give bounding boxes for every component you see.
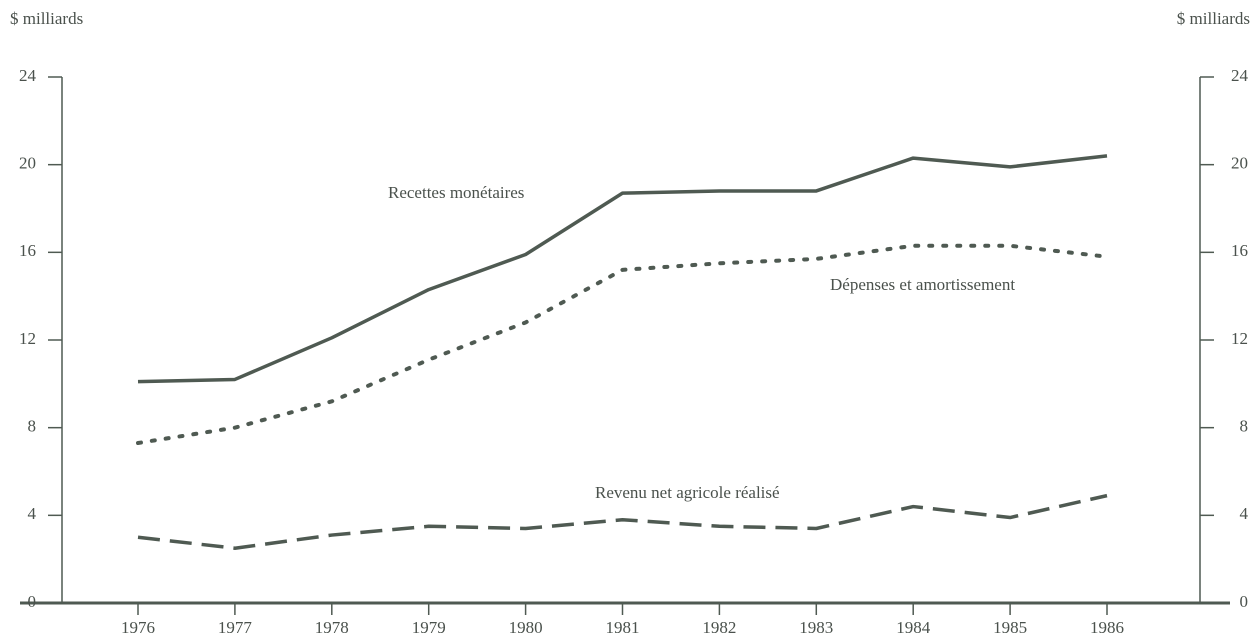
x-tick-label: 1983 [799, 618, 833, 637]
x-tick-label: 1980 [509, 618, 543, 637]
series-line [136, 243, 1109, 446]
x-tick-label: 1978 [315, 618, 349, 637]
y-tick-label: 12 [19, 329, 36, 348]
y-tick-label: 0 [28, 592, 37, 611]
x-tick-label: 1985 [993, 618, 1027, 637]
x-tick-label: 1982 [702, 618, 736, 637]
y2-axis-label: $ milliards [1177, 9, 1250, 28]
y-tick-label: 20 [19, 154, 36, 173]
x-tick-label: 1976 [121, 618, 155, 637]
series-line [137, 154, 1108, 384]
x-tick-label: 1981 [606, 618, 640, 637]
series-label: Revenu net agricole réalisé [595, 483, 780, 502]
y-tick-label: 8 [28, 417, 37, 436]
y-tick-label: 16 [19, 241, 36, 260]
y2-tick-label: 20 [1231, 154, 1248, 173]
x-tick-label: 1986 [1090, 618, 1124, 637]
y-tick-label: 24 [19, 66, 37, 85]
x-tick-label: 1977 [218, 618, 253, 637]
y2-tick-label: 4 [1240, 504, 1249, 523]
series-label: Recettes monétaires [388, 183, 524, 202]
y2-tick-label: 0 [1240, 592, 1249, 611]
y2-tick-label: 8 [1240, 417, 1249, 436]
series-line [137, 493, 1108, 550]
y2-tick-label: 12 [1231, 329, 1248, 348]
x-tick-label: 1979 [412, 618, 446, 637]
y2-tick-label: 16 [1231, 241, 1248, 260]
x-tick-label: 1984 [896, 618, 931, 637]
series-label: Dépenses et amortissement [830, 275, 1015, 294]
y2-tick-label: 24 [1231, 66, 1249, 85]
y-axis-label: $ milliards [10, 9, 83, 28]
y-tick-label: 4 [28, 504, 37, 523]
